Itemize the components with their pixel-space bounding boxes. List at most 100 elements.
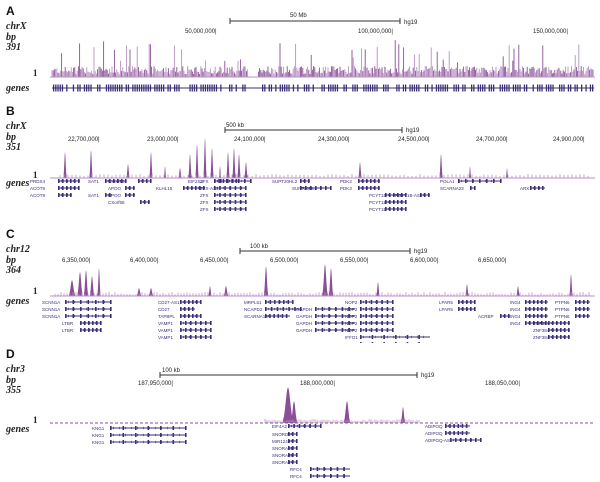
exon-block	[393, 200, 395, 204]
exon-block	[386, 321, 389, 325]
strand-arrow	[124, 433, 127, 437]
exon-block	[283, 300, 285, 304]
exon-block	[545, 307, 547, 311]
gene-block	[53, 84, 55, 92]
gene-name: CD27	[158, 307, 170, 312]
gene-block	[561, 84, 563, 92]
strand-arrow	[290, 432, 293, 436]
gene-name: CXorf58	[108, 200, 125, 205]
exon-block	[239, 200, 242, 204]
coord-label: 24,900,000|	[553, 137, 585, 143]
strand-arrow	[308, 424, 311, 428]
strand-arrow	[67, 307, 70, 311]
strand-arrow	[447, 424, 450, 428]
signal-peak	[195, 144, 199, 178]
strand-arrow	[119, 179, 122, 183]
strand-arrow	[279, 307, 282, 311]
exon-block	[548, 335, 550, 339]
gene-name: EIF2S3	[188, 179, 204, 184]
exon-block	[341, 314, 344, 318]
strand-arrow	[550, 328, 553, 332]
strand-arrow	[460, 179, 463, 183]
strand-arrow	[380, 307, 383, 311]
gene-name: ZFX	[200, 207, 209, 212]
exon-block	[537, 307, 539, 311]
strand-arrow	[556, 335, 559, 339]
exon-block	[386, 300, 389, 304]
exon-block	[278, 300, 281, 304]
strand-arrow	[182, 314, 185, 318]
exon-block	[195, 186, 197, 190]
strand-arrow	[140, 179, 143, 183]
exon-block	[533, 300, 535, 304]
gene-block	[372, 84, 374, 92]
exon-block	[323, 467, 325, 471]
strand-arrow	[550, 321, 553, 325]
exon-block	[160, 440, 162, 444]
gene-block	[281, 84, 284, 92]
strand-arrow	[113, 179, 116, 183]
gene-track: SCNN1ASCNN1ASCNN1ALTBRLTBRCD27-AS1CD27TA…	[42, 300, 590, 343]
strand-arrow	[347, 328, 350, 332]
signal-peak	[210, 148, 214, 178]
signal-peak	[126, 164, 130, 178]
exon-block	[288, 439, 290, 443]
signal-peak	[283, 387, 293, 423]
exon-block	[465, 438, 467, 442]
gene-name: KLHL15	[156, 186, 173, 191]
strand-arrow	[335, 328, 338, 332]
gene-name: LPAR5	[439, 300, 453, 305]
exon-block	[65, 314, 67, 318]
gene-block	[176, 84, 178, 92]
exon-block	[330, 474, 332, 478]
exon-block	[537, 300, 539, 304]
strand-arrow	[368, 328, 371, 332]
strand-arrow	[185, 186, 188, 190]
exon-block	[315, 328, 317, 332]
signal-peak	[237, 154, 241, 178]
strand-arrow	[527, 300, 530, 304]
coverage-signal	[51, 40, 594, 77]
signal-peak	[344, 401, 350, 423]
gene-block	[581, 84, 583, 92]
strand-arrow	[97, 314, 100, 318]
exon-block	[479, 179, 481, 183]
strand-arrow	[66, 186, 69, 190]
exon-block	[135, 426, 137, 430]
exon-block	[269, 300, 272, 304]
gene-block	[352, 84, 354, 92]
exon-block	[195, 335, 197, 339]
gene-name: SUPT20HL2	[272, 179, 298, 184]
gene-block	[292, 84, 295, 92]
strand-arrow	[447, 431, 450, 435]
exon-block	[210, 321, 212, 325]
gene-name: ZNF384	[533, 328, 550, 333]
strand-arrow	[386, 314, 389, 318]
exon-block	[500, 314, 502, 318]
bp-label: bp	[6, 255, 16, 266]
exon-block	[102, 314, 105, 318]
gene-block	[457, 84, 460, 92]
gene-name: ING4	[510, 321, 521, 326]
bp-value: 351	[6, 142, 21, 153]
gene-block	[576, 84, 578, 92]
strand-arrow	[380, 328, 383, 332]
exon-block	[70, 193, 72, 197]
gene-block	[209, 84, 211, 92]
exon-block	[360, 342, 362, 343]
exon-block	[200, 321, 202, 325]
exon-block	[378, 179, 380, 183]
gene-block	[77, 84, 79, 92]
chrom-label: chr3	[6, 364, 25, 375]
gene-block	[570, 84, 572, 92]
exon-block	[100, 328, 102, 332]
coord-label: 188,000,000|	[300, 381, 335, 387]
exon-block	[320, 424, 322, 428]
strand-arrow	[368, 314, 371, 318]
exon-block	[200, 300, 202, 304]
exon-block	[392, 328, 394, 332]
exon-block	[78, 186, 80, 190]
strand-arrow	[291, 307, 294, 311]
gene-block	[548, 84, 550, 92]
exon-block	[265, 307, 267, 311]
